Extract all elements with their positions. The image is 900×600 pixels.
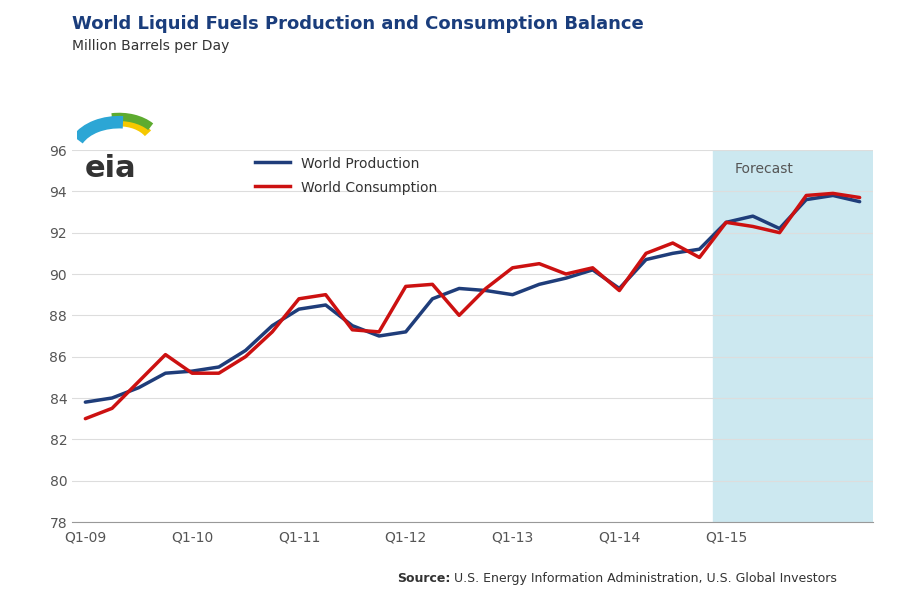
Text: eia: eia	[85, 154, 136, 183]
Bar	[713, 150, 873, 522]
Text: Source:: Source:	[397, 572, 450, 585]
Text: Million Barrels per Day: Million Barrels per Day	[72, 39, 230, 53]
Text: U.S. Energy Information Administration, U.S. Global Investors: U.S. Energy Information Administration, …	[450, 572, 837, 585]
Text: Forecast: Forecast	[734, 163, 793, 176]
Text: World Liquid Fuels Production and Consumption Balance: World Liquid Fuels Production and Consum…	[72, 15, 644, 33]
Legend: World Production, World Consumption: World Production, World Consumption	[256, 157, 437, 194]
